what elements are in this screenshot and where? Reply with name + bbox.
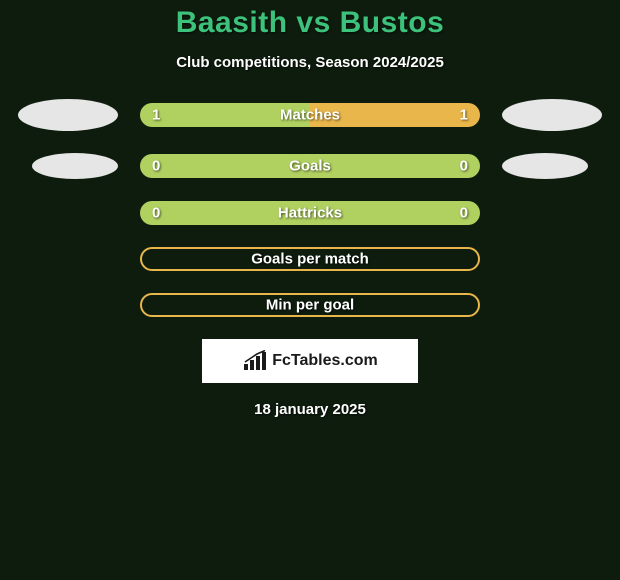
stat-label: Hattricks [278,205,342,222]
infographic-root: Baasith vs Bustos Club competitions, Sea… [0,0,620,580]
title-player-right: Bustos [340,6,445,39]
stat-value-right: 1 [460,107,468,124]
oval-right [502,153,588,179]
stat-value-right: 0 [460,205,468,222]
oval-left [32,153,118,179]
brand-box: FcTables.com [202,339,418,383]
stat-row-hattricks: 0 Hattricks 0 [0,201,620,225]
stat-label: Min per goal [266,297,354,314]
bar-chart-icon [242,350,268,372]
brand-text: FcTables.com [272,352,378,370]
subtitle: Club competitions, Season 2024/2025 [0,54,620,71]
date: 18 january 2025 [0,401,620,418]
stat-label: Goals per match [251,251,369,268]
stat-row-goals: 0 Goals 0 [0,153,620,179]
stat-value-left: 1 [152,107,160,124]
stat-pill-outline: Goals per match [140,247,480,271]
title: Baasith vs Bustos [0,0,620,40]
stat-value-left: 0 [152,158,160,175]
stat-pill-outline: Min per goal [140,293,480,317]
stat-pill: 0 Hattricks 0 [140,201,480,225]
stat-row-matches: 1 Matches 1 [0,99,620,131]
oval-right [502,99,602,131]
stat-value-left: 0 [152,205,160,222]
stat-label: Matches [280,107,340,124]
stat-label: Goals [289,158,331,175]
stat-row-min-per-goal: Min per goal [0,293,620,317]
title-player-left: Baasith [176,6,288,39]
stat-value-right: 0 [460,158,468,175]
stat-row-goals-per-match: Goals per match [0,247,620,271]
oval-left [18,99,118,131]
stat-rows: 1 Matches 1 0 Goals 0 0 Hattricks 0 [0,99,620,317]
stat-pill: 1 Matches 1 [140,103,480,127]
title-vs: vs [296,6,330,39]
stat-pill: 0 Goals 0 [140,154,480,178]
